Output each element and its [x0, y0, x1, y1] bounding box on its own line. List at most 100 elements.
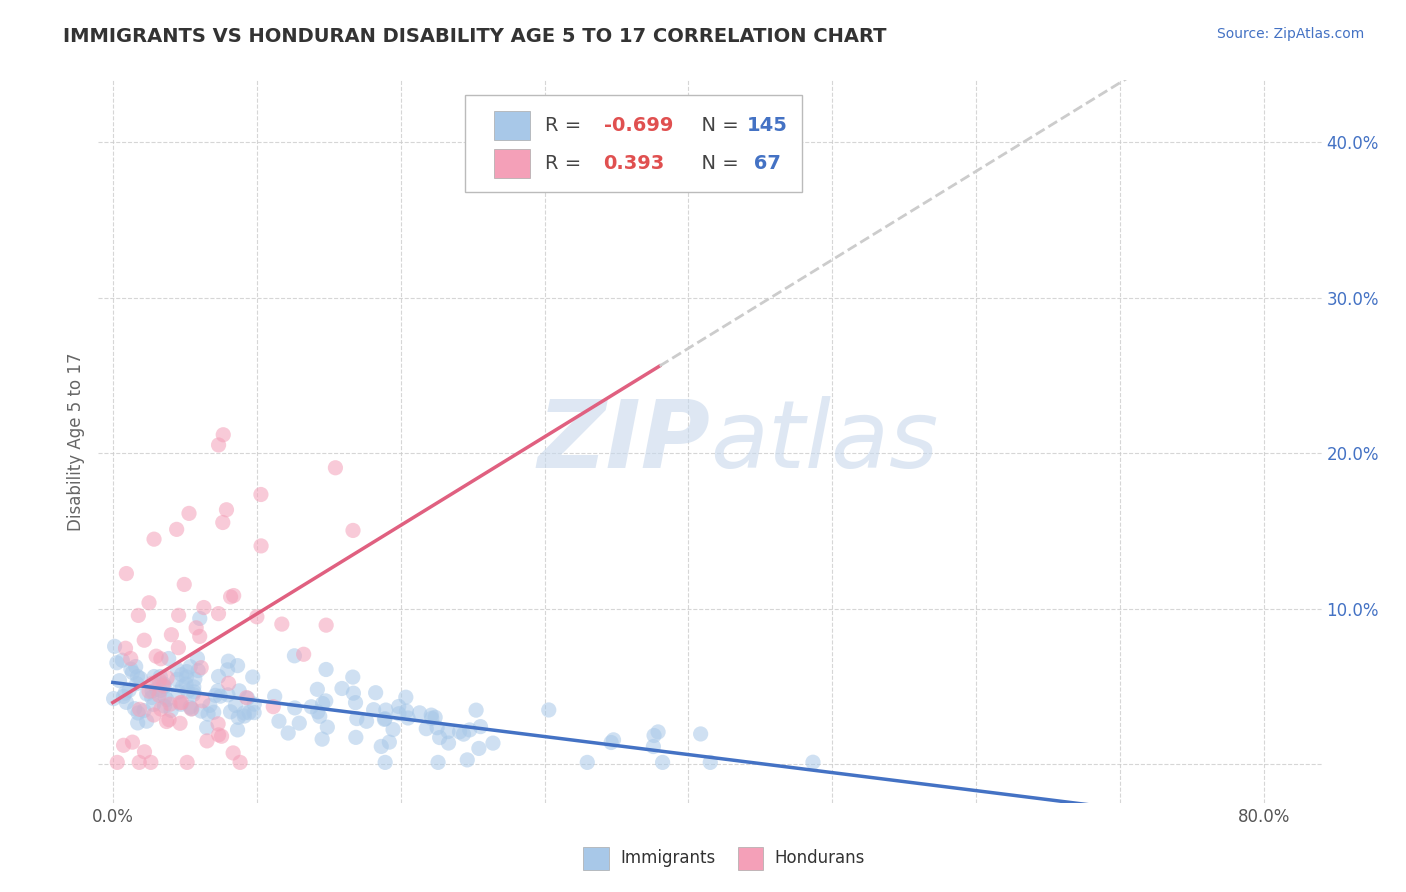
Point: [159, 697, 181, 711]
Point: [330, 681, 353, 696]
Point: [170, 698, 193, 712]
Point: [142, 698, 165, 712]
Point: [311, 732, 333, 747]
Point: [125, 659, 148, 673]
Point: [217, 654, 239, 668]
Point: [170, 667, 193, 681]
Point: [801, 756, 824, 770]
Point: [138, 596, 160, 610]
Point: [139, 756, 162, 770]
Point: [179, 659, 201, 673]
Point: [145, 649, 167, 664]
Point: [152, 679, 174, 693]
Point: [125, 676, 148, 690]
Point: [222, 746, 245, 760]
Point: [167, 640, 190, 655]
Point: [207, 684, 229, 698]
Point: [160, 628, 183, 642]
Point: [219, 590, 242, 604]
Point: [226, 658, 249, 673]
Point: [184, 672, 207, 686]
Point: [364, 686, 387, 700]
Point: [211, 729, 233, 743]
Point: [315, 663, 337, 677]
Point: [236, 691, 259, 706]
Point: [315, 618, 337, 632]
Point: [114, 686, 136, 700]
Point: [219, 705, 242, 719]
Point: [420, 711, 443, 725]
Point: [643, 729, 665, 743]
Point: [207, 669, 229, 683]
Point: [120, 662, 142, 676]
Point: [395, 704, 418, 718]
Point: [160, 703, 183, 717]
Point: [183, 688, 205, 702]
Point: [134, 745, 156, 759]
Point: [250, 487, 273, 501]
Text: 67: 67: [747, 153, 780, 173]
Point: [420, 708, 443, 723]
Point: [128, 702, 150, 716]
Point: [112, 690, 135, 704]
Point: [228, 683, 250, 698]
Point: [105, 756, 128, 770]
Point: [373, 712, 395, 726]
Point: [153, 690, 176, 705]
Point: [388, 706, 411, 721]
Point: [250, 539, 273, 553]
Point: [325, 460, 347, 475]
Point: [190, 661, 212, 675]
Point: [482, 736, 505, 750]
Point: [299, 699, 322, 714]
Point: [537, 703, 560, 717]
Point: [141, 684, 163, 698]
Point: [429, 731, 451, 745]
Point: [156, 692, 179, 706]
Point: [166, 522, 188, 536]
Text: R =: R =: [546, 153, 593, 173]
Point: [408, 706, 430, 720]
Point: [186, 621, 208, 635]
Point: [193, 600, 215, 615]
Point: [456, 753, 478, 767]
Point: [195, 734, 218, 748]
Point: [157, 651, 180, 665]
Point: [235, 690, 257, 705]
Point: [177, 684, 200, 698]
Point: [647, 725, 669, 739]
Point: [183, 685, 205, 699]
Point: [449, 724, 471, 739]
Point: [246, 609, 269, 624]
Point: [218, 676, 240, 690]
Point: [114, 641, 136, 656]
Point: [121, 665, 143, 680]
Point: [202, 706, 225, 720]
Text: 0.393: 0.393: [603, 153, 665, 173]
Text: atlas: atlas: [710, 396, 938, 487]
Point: [134, 633, 156, 648]
Point: [222, 589, 245, 603]
Point: [179, 700, 201, 714]
Point: [128, 756, 150, 770]
Point: [149, 702, 172, 716]
Point: [135, 687, 157, 701]
Point: [195, 721, 218, 735]
Text: Immigrants: Immigrants: [620, 849, 716, 867]
Point: [155, 714, 177, 729]
Point: [226, 710, 249, 724]
Point: [374, 703, 396, 717]
Point: [395, 690, 418, 705]
Text: -0.699: -0.699: [603, 116, 673, 136]
Point: [142, 676, 165, 690]
Point: [127, 669, 149, 683]
Text: Source: ZipAtlas.com: Source: ZipAtlas.com: [1216, 27, 1364, 41]
Point: [167, 685, 190, 699]
Point: [191, 694, 214, 708]
Point: [174, 677, 197, 691]
Point: [374, 712, 396, 726]
Text: IMMIGRANTS VS HONDURAN DISABILITY AGE 5 TO 17 CORRELATION CHART: IMMIGRANTS VS HONDURAN DISABILITY AGE 5 …: [63, 27, 887, 45]
Y-axis label: Disability Age 5 to 17: Disability Age 5 to 17: [66, 352, 84, 531]
Point: [370, 739, 392, 754]
Point: [127, 608, 149, 623]
